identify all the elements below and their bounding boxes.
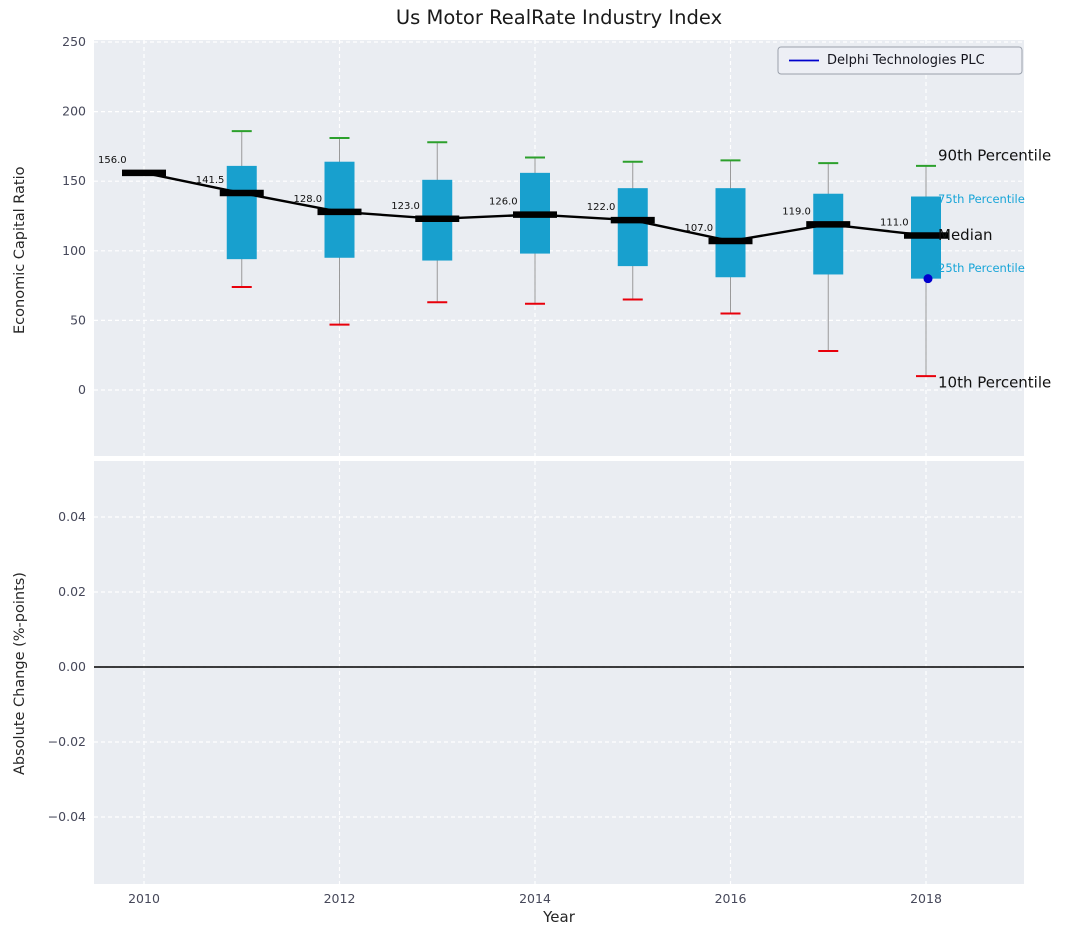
median-value-label-2014: 126.0 <box>489 197 518 208</box>
median-value-label-2012: 128.0 <box>294 194 323 205</box>
y-axis-label-top: Economic Capital Ratio <box>12 166 28 334</box>
x-tick-label: 2014 <box>519 891 551 906</box>
bottom-plot-background <box>94 461 1024 884</box>
y-tick-label-top: 100 <box>62 243 86 258</box>
y-tick-label-top: 250 <box>62 34 86 49</box>
y-tick-label-top: 50 <box>70 312 86 327</box>
iqr-box-2017 <box>813 193 844 275</box>
y-tick-label-bottom: −0.04 <box>48 809 86 824</box>
chart-title: Us Motor RealRate Industry Index <box>395 6 723 29</box>
y-tick-label-bottom: 0.04 <box>58 509 86 524</box>
annotation-25th-percentile: 25th Percentile <box>938 261 1025 275</box>
y-tick-label-top: 150 <box>62 173 86 188</box>
legend-box <box>777 46 1023 75</box>
iqr-box-2016 <box>715 188 746 278</box>
median-value-label-2015: 122.0 <box>587 202 616 213</box>
median-value-label-2010: 156.0 <box>98 155 127 166</box>
company-point <box>923 274 933 284</box>
x-tick-label: 2010 <box>128 891 160 906</box>
x-tick-label: 2018 <box>910 891 942 906</box>
iqr-box-2015 <box>617 188 648 267</box>
x-tick-label: 2012 <box>324 891 356 906</box>
x-tick-label: 2016 <box>715 891 747 906</box>
median-value-label-2018: 111.0 <box>880 217 909 228</box>
annotation-median: Median <box>938 226 993 244</box>
annotation-90th-percentile: 90th Percentile <box>938 146 1051 164</box>
x-axis-label: Year <box>543 908 575 926</box>
median-value-label-2017: 119.0 <box>782 206 811 217</box>
annotation-10th-percentile: 10th Percentile <box>938 374 1051 392</box>
annotation-75th-percentile: 75th Percentile <box>938 192 1025 206</box>
median-value-label-2013: 123.0 <box>391 201 420 212</box>
legend-label: Delphi Technologies PLC <box>827 53 985 68</box>
median-value-label-2016: 107.0 <box>685 223 714 234</box>
median-value-label-2011: 141.5 <box>196 175 225 186</box>
iqr-box-2011 <box>226 165 257 260</box>
y-tick-label-bottom: 0.02 <box>58 584 86 599</box>
y-axis-label-bottom: Absolute Change (%-points) <box>12 572 28 775</box>
y-tick-label-top: 0 <box>78 382 86 397</box>
y-tick-label-bottom: 0.00 <box>58 659 86 674</box>
y-tick-label-bottom: −0.02 <box>48 734 86 749</box>
y-tick-label-top: 200 <box>62 104 86 119</box>
